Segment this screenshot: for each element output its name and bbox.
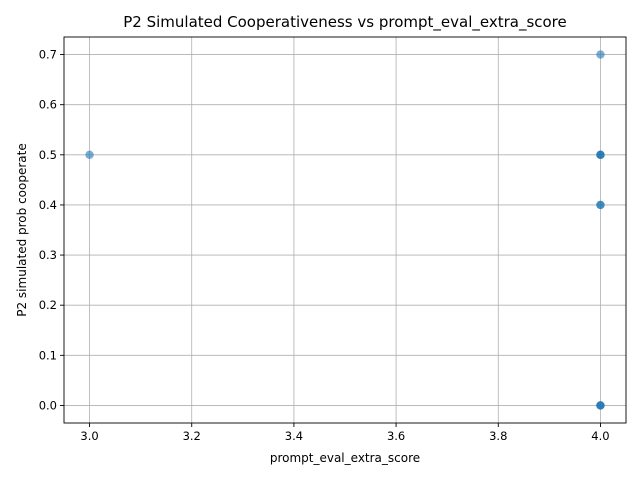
- x-axis-ticks: 3.0 3.2 3.4 3.6 3.8 4.0: [80, 423, 610, 443]
- data-point: [596, 50, 605, 59]
- y-tick-label: 0.1: [39, 348, 57, 362]
- x-tick-label: 3.4: [285, 429, 303, 443]
- data-point: [85, 150, 94, 160]
- x-tick-label: 3.0: [80, 429, 98, 443]
- x-tick-label: 3.6: [387, 429, 405, 443]
- y-tick-label: 0.5: [39, 148, 57, 162]
- y-axis-ticks: 0.0 0.1 0.2 0.3 0.4 0.5 0.6 0.7: [39, 48, 64, 412]
- chart-title: P2 Simulated Cooperativeness vs prompt_e…: [123, 13, 567, 32]
- y-tick-label: 0.6: [39, 98, 57, 112]
- data-point: [596, 401, 605, 410]
- x-tick-label: 3.8: [489, 429, 507, 443]
- plot-frame: [63, 36, 627, 424]
- data-points: [85, 50, 605, 410]
- y-tick-label: 0.7: [39, 48, 57, 62]
- y-tick-label: 0.0: [39, 398, 57, 412]
- y-tick-label: 0.2: [39, 298, 57, 312]
- y-axis-label: P2 simulated prob cooperate: [15, 143, 29, 317]
- y-tick-label: 0.4: [39, 198, 57, 212]
- grid-lines: [64, 37, 626, 423]
- x-axis-label: prompt_eval_extra_score: [270, 451, 420, 465]
- data-point: [596, 150, 605, 160]
- y-tick-label: 0.3: [39, 248, 57, 262]
- data-point: [596, 200, 605, 210]
- x-tick-label: 4.0: [591, 429, 609, 443]
- x-tick-label: 3.2: [183, 429, 201, 443]
